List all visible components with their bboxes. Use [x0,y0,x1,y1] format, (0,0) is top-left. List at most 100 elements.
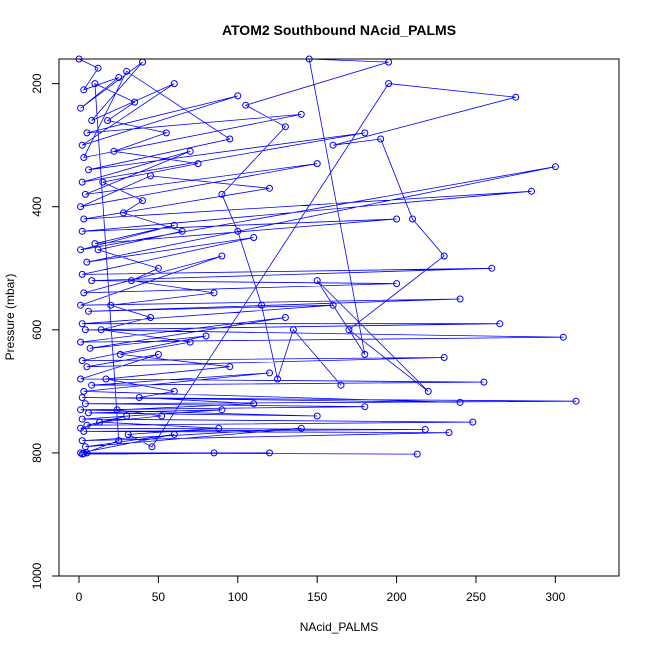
data-point [88,277,96,285]
data-point [210,449,218,457]
data-point [234,227,242,235]
data-point [86,344,94,352]
data-point [445,429,453,437]
data-point [456,398,464,406]
y-tick-label: 400 [30,196,44,216]
data-point [210,289,218,297]
plot-frame [58,58,620,577]
data-point [266,184,273,192]
data-point [80,289,88,297]
data-point [345,326,353,334]
data-point [393,215,401,223]
data-point [77,203,85,211]
data-point [85,307,92,315]
data-point [115,74,123,81]
data-point [77,338,85,346]
data-point [385,80,393,88]
x-tick-label: 300 [545,590,565,604]
data-point [170,221,178,229]
data-point [94,246,102,254]
data-point [170,430,178,438]
y-tick-label: 200 [30,73,44,93]
data-point [512,93,520,101]
data-point [85,166,92,174]
data-point [83,449,91,457]
data-point [162,129,170,137]
data-point [215,424,223,432]
data-point [148,443,156,451]
data-point [361,350,369,358]
data-point [393,280,401,288]
data-point [78,141,86,149]
data-point [78,270,86,278]
y-tick-label: 800 [30,443,44,463]
data-point [97,326,105,334]
data-point [123,412,131,420]
data-point [91,240,99,248]
data-point [83,129,91,137]
data-point [81,190,89,198]
data-point [297,424,305,432]
data-point [120,209,127,217]
data-point [78,178,86,186]
data-point [77,301,85,309]
data-point [80,450,88,457]
data-point [78,227,86,235]
data-point [424,387,432,395]
data-point [178,227,186,235]
data-point [170,80,178,88]
data-point [572,397,580,405]
series-line [78,58,577,455]
data-point [80,215,88,223]
data-point [361,129,369,137]
data-point [139,197,146,205]
data-point [266,369,273,377]
data-point [116,350,124,358]
data-point [250,400,258,408]
data-point [147,314,154,321]
data-point [94,64,102,72]
x-tick-label: 200 [387,590,407,604]
y-tick-label: 600 [30,319,44,339]
data-point [202,332,210,340]
chart-title: ATOM2 Southbound NAcid_PALMS [222,22,456,38]
data-point [297,110,305,118]
data-point [83,421,91,429]
data-point [78,394,86,401]
x-tick-label: 0 [76,590,83,604]
x-axis: 0 50 100 150 200 250 300 [76,575,566,604]
data-point [77,375,85,383]
data-point [123,67,131,75]
data-point [115,437,123,445]
x-tick-label: 250 [466,590,486,604]
data-point [77,246,85,254]
data-point [242,101,250,109]
data-point [488,264,496,272]
data-point [83,363,91,371]
data-point [147,172,154,180]
data-point [218,406,226,414]
data-point [274,375,281,383]
data-point [80,154,88,161]
data-point [469,418,477,426]
data-point [186,338,194,346]
data-point [329,141,337,149]
data-point [102,375,110,383]
data-point [226,363,234,371]
data-point [234,92,242,100]
data-point [78,415,86,423]
data-point [226,135,234,143]
x-axis-label: NAcid_PALMS [300,620,378,634]
data-point [78,437,86,445]
data-point [77,104,85,112]
data-point [409,215,416,223]
data-point [313,277,321,285]
data-point [154,264,162,272]
data-point [313,412,321,420]
data-point [258,301,266,309]
data-point [218,252,226,260]
data-point [88,381,96,389]
data-point [421,426,429,433]
data-point [80,427,88,435]
